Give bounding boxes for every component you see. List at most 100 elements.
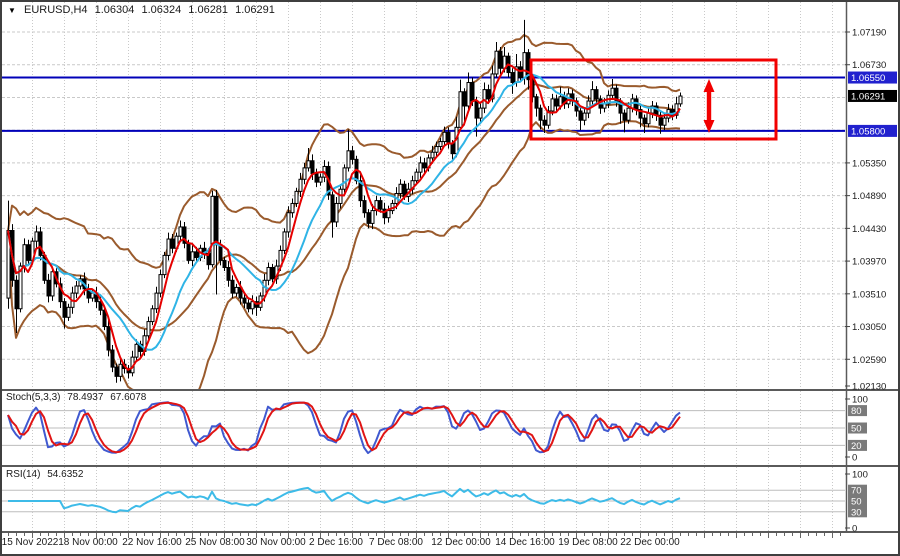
- bull-candle-body: [134, 343, 139, 358]
- bear-candle-body: [186, 242, 191, 261]
- bull-candle-body: [210, 195, 215, 266]
- rsi-line: [8, 486, 681, 514]
- bear-candle-body: [538, 107, 543, 121]
- time-axis[interactable]: 15 Nov 2022 18 Nov 00:00 22 Nov 16:00 25 No…: [2, 533, 841, 548]
- bull-candle-body: [18, 265, 23, 310]
- bull-candle-body: [74, 285, 79, 294]
- price-axis[interactable]: 1.07190 1.06730 1.05350 1.04890 1.04430 1.039…: [845, 28, 897, 393]
- bear-candle-body: [194, 251, 199, 259]
- bull-candle-body: [434, 146, 439, 153]
- bull-candle-body: [302, 167, 307, 180]
- bull-candle-body: [338, 188, 343, 204]
- bull-candle-body: [318, 176, 323, 183]
- stochastic-scale-label: 0: [852, 453, 857, 464]
- bull-candle-body: [282, 231, 287, 251]
- bull-candle-body: [298, 178, 303, 192]
- bull-candle-body: [678, 95, 683, 105]
- bear-candle-body: [14, 279, 19, 310]
- bear-candle-body: [534, 96, 539, 109]
- bear-candle-body: [554, 98, 559, 107]
- bull-candle-body: [386, 210, 391, 219]
- bear-candle-body: [270, 266, 275, 280]
- time-axis-label: 14 Dec 16:00: [495, 537, 555, 548]
- rsi-scale-label: 0: [852, 524, 857, 535]
- time-axis-label: 12 Dec 00:00: [431, 537, 491, 548]
- bear-candle-body: [366, 212, 371, 224]
- bull-candle-body: [294, 190, 299, 204]
- bull-candle-body: [466, 82, 471, 107]
- bear-candle-body: [102, 309, 107, 328]
- bear-candle-body: [450, 143, 455, 155]
- bull-candle-body: [50, 271, 55, 297]
- bollinger-middle-line: [7, 83, 681, 332]
- bear-candle-body: [470, 82, 475, 102]
- bear-candle-body: [578, 110, 583, 121]
- bull-candle-body: [266, 266, 271, 281]
- bear-candle-body: [38, 231, 43, 256]
- bear-candle-body: [382, 208, 387, 219]
- symbol-dropdown-icon[interactable]: ▼: [8, 6, 16, 15]
- stochastic-axis[interactable]: 100 0 80 50 20: [845, 395, 868, 464]
- bull-candle-body: [626, 107, 631, 121]
- bull-candle-body: [166, 238, 171, 256]
- bull-candle-body: [150, 308, 155, 323]
- bull-candle-body: [146, 321, 151, 337]
- bull-candle-body: [418, 162, 423, 173]
- bull-candle-body: [154, 292, 159, 310]
- time-axis-label: 22 Dec 00:00: [620, 537, 680, 548]
- stochastic-scale-label: 100: [852, 395, 868, 406]
- support-price-box-text: 1.05800: [851, 126, 885, 137]
- bear-candle-body: [658, 114, 663, 126]
- bear-candle-body: [638, 109, 643, 119]
- bear-candle-body: [62, 301, 67, 318]
- rsi-scale-box-text: 30: [851, 507, 862, 518]
- range-double-arrow[interactable]: [703, 79, 715, 133]
- bull-candle-body: [334, 202, 339, 223]
- bear-candle-body: [330, 194, 335, 223]
- bull-candle-body: [438, 141, 443, 148]
- bull-candle-body: [414, 171, 419, 182]
- bear-candle-body: [246, 302, 251, 310]
- bear-candle-body: [642, 117, 647, 125]
- price-axis-label: 1.03050: [852, 322, 886, 333]
- price-axis-label: 1.07190: [852, 28, 886, 39]
- time-axis-label: 15 Nov 2022: [2, 537, 59, 548]
- bull-candle-body: [162, 254, 167, 276]
- time-axis-label: 2 Dec 16:00: [309, 537, 363, 548]
- bear-candle-body: [310, 160, 315, 175]
- consolidation-range-box[interactable]: [529, 58, 778, 141]
- bull-candle-body: [430, 151, 435, 159]
- support-resistance-lines[interactable]: [2, 76, 845, 132]
- bear-candle-body: [230, 279, 235, 294]
- bull-candle-body: [646, 112, 651, 125]
- bear-candle-body: [486, 89, 491, 100]
- bull-candle-body: [290, 202, 295, 214]
- bull-candle-body: [582, 112, 587, 121]
- time-axis-label: 19 Dec 08:00: [558, 537, 618, 548]
- rsi-scale-box-text: 70: [851, 486, 862, 497]
- bull-candle-body: [590, 89, 595, 102]
- bull-candle-body: [662, 117, 667, 126]
- rsi-scale-box: [848, 495, 867, 507]
- bollinger-upper-line: [7, 34, 681, 269]
- rsi-scale-box-text: 50: [851, 497, 862, 508]
- stochastic-scale-box-text: 80: [851, 406, 862, 417]
- bear-candle-body: [542, 119, 547, 126]
- bull-candle-body: [458, 91, 463, 128]
- bull-candle-body: [550, 98, 555, 112]
- bear-candle-body: [46, 279, 51, 297]
- price-axis-label: 1.02590: [852, 355, 886, 366]
- time-axis-label: 7 Dec 08:00: [369, 537, 423, 548]
- time-axis-label: 25 Nov 08:00: [185, 537, 245, 548]
- bull-candle-body: [66, 306, 71, 318]
- rsi-gridlines: [2, 489, 845, 513]
- bear-candle-body: [594, 89, 599, 100]
- bear-candle-body: [222, 259, 227, 268]
- bear-candle-body: [114, 366, 119, 377]
- rsi-line-group: [8, 486, 681, 514]
- price-axis-label: 1.05350: [852, 158, 886, 169]
- bear-candle-body: [26, 244, 31, 261]
